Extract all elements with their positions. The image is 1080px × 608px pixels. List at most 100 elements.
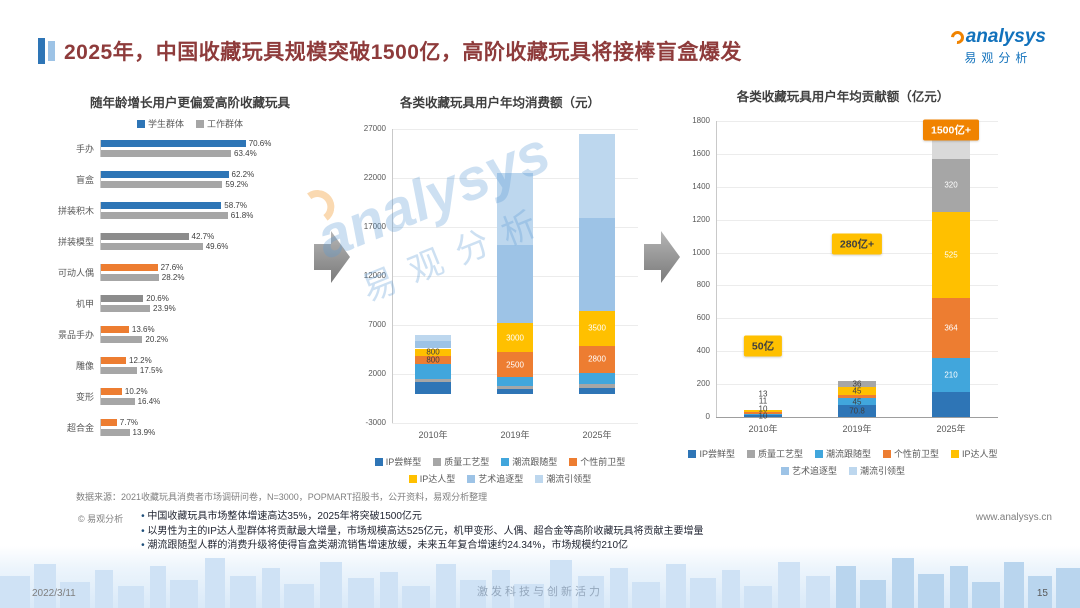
- value-label: 62.2%: [231, 170, 255, 179]
- legend-swatch: [883, 449, 891, 458]
- bar-group: 58.7% 61.8%: [100, 201, 336, 220]
- bar: [101, 202, 222, 209]
- value-label: 20.6%: [146, 294, 169, 303]
- logo-brand-row: analysys: [948, 26, 1046, 48]
- x-axis-category-label: 2025年: [582, 430, 612, 440]
- legend-swatch: [467, 474, 476, 483]
- legend-label: 潮流引领型: [546, 474, 592, 484]
- bar-segment: [744, 413, 782, 416]
- segment-value-label: 525: [944, 250, 958, 260]
- bar-line: 62.2%: [101, 170, 336, 179]
- bar-segment: [838, 394, 876, 398]
- gridline: [716, 351, 998, 353]
- hbar-row: 雕像 12.2% 17.5%: [44, 356, 336, 375]
- y-axis-tick-label: 1200: [692, 214, 710, 224]
- gridline: [716, 285, 998, 287]
- bar-segment: [415, 340, 451, 349]
- legend-label: IP达人型: [419, 474, 456, 484]
- y-axis-tick-label: -3000: [365, 418, 386, 427]
- hbar-plot-area: 手办 70.6% 63.4% 盲盒 62.2% 59.2% 拼装积木 58.7% 61.8% 拼装…: [44, 139, 336, 437]
- title-accent-bar: [38, 38, 45, 64]
- legend-item: 质量工艺型: [746, 447, 803, 460]
- legend-swatch: [408, 474, 417, 483]
- bar-line: 17.5%: [101, 366, 336, 375]
- bar: [101, 181, 223, 188]
- bar: [101, 305, 150, 312]
- legend-swatch: [746, 449, 755, 458]
- bar-group: 12.2% 17.5%: [100, 356, 336, 375]
- bullet-item: 潮流跟随型人群的消费升级将使得盲盒类潮流销售增速放缓，未来五年复合增速约24.3…: [141, 539, 962, 554]
- y-axis-tick-label: 200: [696, 379, 710, 389]
- segment-value-label: 2500: [506, 360, 524, 370]
- bar-line: 13.9%: [101, 428, 336, 437]
- legend-item: IP达人型: [951, 447, 998, 460]
- legend-item: IP达人型: [408, 472, 456, 485]
- website-url: www.analysys.cn: [975, 512, 1052, 523]
- bar: [101, 398, 135, 405]
- legend-item: 个性前卫型: [883, 447, 939, 460]
- legend-swatch: [951, 449, 960, 458]
- hbar-row: 拼装积木 58.7% 61.8%: [44, 201, 336, 220]
- legend-item: 质量工艺型: [433, 455, 489, 468]
- x-axis-category-label: 2019年: [842, 424, 872, 434]
- category-label: 拼装模型: [57, 237, 94, 247]
- legend-label: 工作群体: [207, 119, 244, 129]
- segment-value-label: 2800: [588, 354, 606, 364]
- bar-group: 7.7% 13.9%: [100, 418, 336, 437]
- bar-segment: [932, 297, 970, 358]
- legend-swatch: [433, 457, 442, 466]
- value-badge: 50亿: [743, 335, 783, 357]
- bar-line: 16.4%: [101, 397, 336, 406]
- header: 2025年，中国收藏玩具规模突破1500亿，高阶收藏玩具将接棒盲盒爆发: [38, 36, 742, 66]
- hbar-row: 机甲 20.6% 23.9%: [44, 294, 336, 313]
- value-label: 12.2%: [129, 356, 152, 365]
- hbar-row: 手办 70.6% 63.4%: [44, 139, 336, 158]
- bar-segment: [497, 376, 533, 386]
- value-label: 28.2%: [161, 273, 185, 282]
- hbar-row: 可动人偶 27.6% 28.2%: [44, 263, 336, 282]
- title-accent-bars: [38, 38, 55, 64]
- bar-segment: [579, 311, 615, 346]
- bar-segment: [497, 173, 533, 245]
- segment-value-label: 10: [758, 411, 768, 421]
- bar-line: 13.6%: [101, 325, 336, 334]
- legend-swatch: [374, 457, 383, 466]
- bar-line: 59.2%: [101, 180, 336, 189]
- legend-label: 潮流跟随型: [825, 449, 871, 459]
- bar-line: 28.2%: [101, 273, 336, 282]
- x-axis-category-label: 2010年: [748, 424, 778, 434]
- legend-swatch: [196, 119, 204, 128]
- city-skyline-graphic: [0, 558, 1080, 608]
- legend-swatch: [688, 449, 697, 458]
- bar-line: 20.2%: [101, 335, 336, 344]
- gridline: [716, 318, 998, 320]
- bar-segment: [932, 159, 970, 212]
- bar: [101, 357, 126, 364]
- bar-segment: [497, 385, 533, 389]
- logo-brand-text: analysys: [965, 26, 1046, 47]
- chart-title: 随年龄增长用户更偏爱高阶收藏玩具: [89, 96, 290, 110]
- legend-label: 艺术追逐型: [478, 474, 524, 484]
- bar-line: 20.6%: [101, 294, 336, 303]
- hbar-row: 超合金 7.7% 13.9%: [44, 418, 336, 437]
- hbar-row: 变形 10.2% 16.4%: [44, 387, 336, 406]
- legend-item: 工作群体: [196, 117, 243, 130]
- y-axis-line: [392, 129, 393, 423]
- bar: [101, 171, 229, 178]
- y-axis-tick-label: 17000: [363, 222, 386, 231]
- y-axis-tick-label: 27000: [363, 124, 386, 133]
- bar-segment: [579, 387, 615, 394]
- gridline: [716, 417, 998, 418]
- chart-age-preference: 随年龄增长用户更偏爱高阶收藏玩具 学生群体 工作群体 手办 70.6% 63.4% 盲盒…: [44, 92, 336, 450]
- bar-group: 20.6% 23.9%: [100, 294, 336, 313]
- legend-item: 潮流跟随型: [501, 455, 557, 468]
- y-axis-line: [716, 121, 717, 417]
- bar-segment: [579, 133, 615, 219]
- bar: [101, 336, 143, 343]
- legend-label: IP尝鲜型: [385, 457, 422, 467]
- bar: [101, 367, 137, 374]
- legend-label: 个性前卫型: [580, 457, 626, 467]
- segment-value-label: 45: [852, 397, 862, 407]
- value-label: 59.2%: [225, 180, 249, 189]
- bar-segment: [497, 388, 533, 394]
